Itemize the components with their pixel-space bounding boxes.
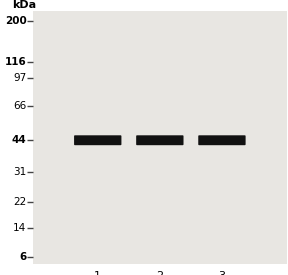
Text: kDa: kDa (12, 0, 37, 10)
FancyBboxPatch shape (74, 135, 122, 145)
Text: 6: 6 (19, 252, 26, 262)
Text: 66: 66 (13, 101, 26, 111)
Text: 22: 22 (13, 197, 26, 207)
Text: 44: 44 (12, 135, 26, 145)
FancyBboxPatch shape (198, 135, 246, 145)
Text: 200: 200 (5, 16, 26, 26)
Text: 3: 3 (218, 271, 226, 275)
Text: 116: 116 (5, 57, 26, 67)
Text: 14: 14 (13, 223, 26, 233)
Bar (33, 11, 287, 264)
Text: 31: 31 (13, 167, 26, 177)
Text: 2: 2 (156, 271, 163, 275)
FancyBboxPatch shape (136, 135, 183, 145)
Text: 1: 1 (94, 271, 101, 275)
Text: 97: 97 (13, 73, 26, 83)
